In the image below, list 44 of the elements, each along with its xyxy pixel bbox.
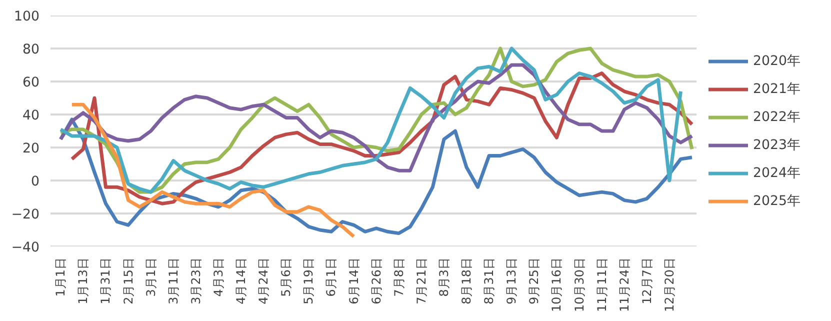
x-tick-label: 1月1日 [54, 257, 68, 297]
y-tick-label: 40 [22, 108, 40, 124]
legend-label: 2023年 [753, 137, 800, 154]
x-tick-label: 5月6日 [279, 257, 294, 297]
x-tick-label: 4月24日 [256, 258, 271, 304]
x-tick-label: 8月3日 [436, 257, 451, 297]
y-tick-label: −20 [11, 208, 40, 222]
x-tick-label: 11月24日 [617, 257, 632, 312]
y-tick-label: 80 [22, 42, 40, 58]
legend-label: 2025年 [753, 193, 800, 210]
legend-label: 2024年 [753, 165, 800, 182]
x-tick-label: 6月14日 [346, 258, 361, 304]
x-tick-label: 3月23日 [188, 258, 203, 304]
x-tick-label: 4月3日 [211, 257, 226, 297]
x-tick-label: 6月26日 [369, 258, 384, 304]
x-tick-label: 2月15日 [121, 258, 136, 304]
x-tick-label: 9月25日 [527, 258, 542, 304]
y-tick-label: 60 [22, 76, 40, 90]
x-tick-label: 1月13日 [76, 258, 90, 304]
line-series [70, 102, 356, 238]
x-tick-label: 9月13日 [504, 258, 519, 304]
y-tick-label: 100 [14, 10, 40, 24]
x-tick-label: 12月20日 [662, 257, 676, 312]
x-tick-label: 8月18日 [460, 258, 474, 304]
x-tick-label: 3月11日 [166, 258, 180, 304]
x-tick-label: 8月31日 [482, 258, 496, 304]
legend-label: 2022年 [753, 109, 800, 126]
x-tick-label: 4月14日 [234, 258, 248, 304]
x-tick-label: 6月1日 [324, 257, 338, 297]
y-tick-label: −40 [11, 240, 40, 256]
x-tick-label: 7月8日 [392, 257, 406, 297]
x-tick-label: 3月1日 [144, 257, 158, 297]
y-tick-label: 20 [22, 142, 40, 156]
y-tick-label: 0 [31, 174, 40, 190]
x-tick-label: 7月21日 [414, 258, 428, 304]
x-tick-label: 1月31日 [98, 258, 113, 304]
x-tick-label: 10月30日 [572, 257, 586, 312]
legend-label: 2020年 [753, 53, 800, 70]
x-tick-label: 12月7日 [640, 258, 654, 304]
x-tick-label: 11月11日 [594, 257, 609, 312]
legend-label: 2021年 [753, 81, 800, 98]
line-series [58, 63, 694, 172]
x-tick-label: 5月19日 [302, 258, 316, 304]
x-tick-label: 10月16日 [550, 257, 564, 312]
